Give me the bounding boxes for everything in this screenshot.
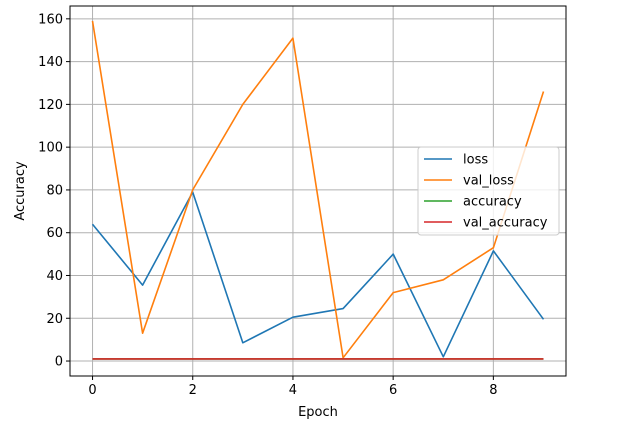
plot-frame	[69, 5, 567, 377]
x-tick-label: 4	[289, 383, 297, 398]
legend-box	[417, 146, 560, 236]
y-tick-label: 20	[46, 312, 63, 327]
series-lines	[91, 20, 545, 360]
x-tick-label: 6	[389, 383, 397, 398]
legend-label: loss	[463, 153, 488, 168]
x-tick-label: 8	[489, 383, 497, 398]
y-tick-label: 140	[38, 55, 63, 70]
y-axis-label: Accuracy	[13, 161, 28, 221]
y-tick-label: 40	[46, 269, 63, 284]
series-line-val_loss	[91, 20, 545, 359]
x-tick-label: 0	[88, 383, 96, 398]
y-tick-label: 160	[38, 12, 63, 27]
y-tick-label: 80	[46, 183, 63, 198]
x-axis-label: Epoch	[298, 405, 338, 420]
legend-label: val_loss	[463, 174, 514, 189]
y-tick-label: 0	[55, 355, 63, 370]
y-tick-label: 60	[46, 226, 63, 241]
x-tick-label: 2	[189, 383, 197, 398]
legend: loss val_loss accuracy val_accuracy	[417, 146, 560, 236]
y-tick-label: 100	[38, 141, 63, 156]
legend-label: accuracy	[463, 195, 522, 210]
y-tick-label: 120	[38, 98, 63, 113]
legend-label: val_accuracy	[463, 216, 548, 231]
series-line-loss	[91, 191, 545, 358]
